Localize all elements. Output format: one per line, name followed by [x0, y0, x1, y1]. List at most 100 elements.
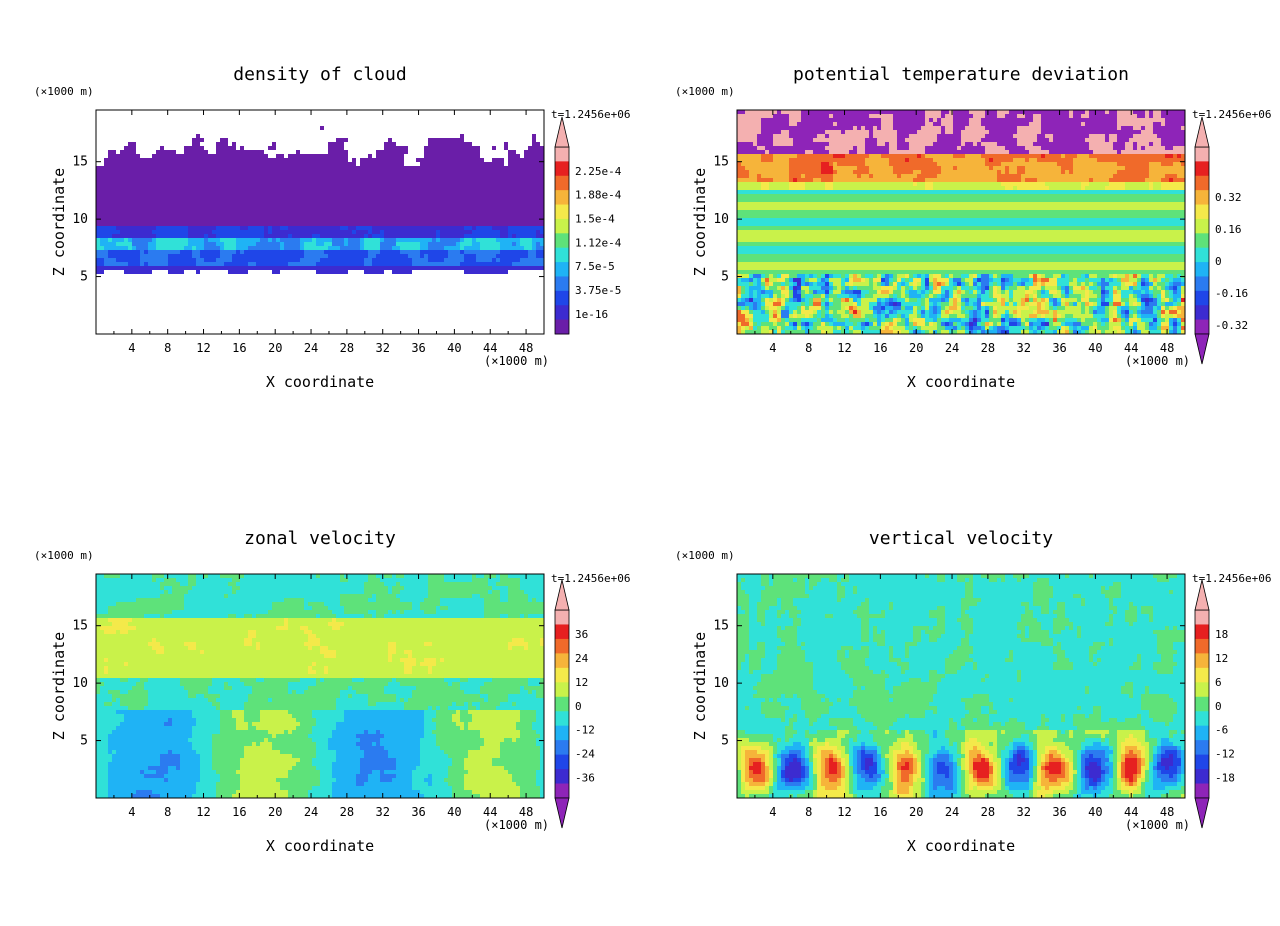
- heatmap-cell: [472, 274, 477, 279]
- heatmap-cell: [372, 146, 377, 151]
- heatmap-cell: [224, 130, 229, 135]
- heatmap-cell: [304, 226, 309, 231]
- heatmap-cell: [372, 182, 377, 187]
- heatmap-cell: [188, 270, 193, 275]
- heatmap-cell: [128, 122, 133, 127]
- heatmap-cell: [324, 194, 329, 199]
- heatmap-cell: [356, 262, 361, 267]
- heatmap-cell: [488, 154, 493, 159]
- heatmap-cell: [240, 230, 245, 235]
- heatmap-cell: [128, 190, 133, 195]
- heatmap-cell: [328, 186, 333, 191]
- heatmap-cell: [148, 202, 153, 207]
- heatmap-cell: [204, 126, 209, 131]
- heatmap-cell: [156, 266, 161, 271]
- heatmap-cell: [144, 146, 149, 151]
- heatmap-cell: [400, 222, 405, 227]
- heatmap-cell: [460, 246, 465, 251]
- heatmap-cell: [96, 194, 101, 199]
- heatmap-cell: [456, 186, 461, 191]
- heatmap-cell: [184, 238, 189, 243]
- heatmap-cell: [400, 190, 405, 195]
- heatmap-cell: [476, 242, 481, 247]
- heatmap-cell: [356, 158, 361, 163]
- heatmap-cell: [112, 170, 117, 175]
- heatmap-cell: [480, 262, 485, 267]
- heatmap-cell: [236, 282, 241, 287]
- heatmap-cell: [292, 238, 297, 243]
- heatmap-cell: [224, 114, 229, 119]
- heatmap-cell: [100, 158, 105, 163]
- heatmap-cell: [304, 270, 309, 275]
- heatmap-cell: [260, 214, 265, 219]
- heatmap-cell: [128, 238, 133, 243]
- heatmap-cell: [204, 218, 209, 223]
- heatmap-cell: [300, 234, 305, 239]
- heatmap-cell: [204, 234, 209, 239]
- heatmap-cell: [312, 206, 317, 211]
- heatmap-cell: [228, 162, 233, 167]
- heatmap-cell: [276, 162, 281, 167]
- heatmap-cell: [216, 138, 221, 143]
- heatmap-cell: [436, 174, 441, 179]
- heatmap-cell: [252, 190, 257, 195]
- heatmap-cell: [356, 242, 361, 247]
- heatmap-cell: [532, 198, 537, 203]
- heatmap-cell: [348, 226, 353, 231]
- heatmap-cell: [100, 278, 105, 283]
- heatmap-cell: [372, 222, 377, 227]
- heatmap-cell: [292, 122, 297, 127]
- heatmap-cell: [220, 154, 225, 159]
- heatmap-cell: [212, 170, 217, 175]
- heatmap-cell: [108, 238, 113, 243]
- heatmap-cell: [100, 126, 105, 131]
- heatmap-cell: [436, 266, 441, 271]
- heatmap-cell: [476, 226, 481, 231]
- heatmap-cell: [464, 278, 469, 283]
- heatmap-cell: [212, 110, 217, 115]
- heatmap-cell: [308, 250, 313, 255]
- heatmap-cell: [332, 130, 337, 135]
- heatmap-cell: [488, 114, 493, 119]
- heatmap-cell: [124, 174, 129, 179]
- heatmap-cell: [468, 118, 473, 123]
- heatmap-cell: [508, 274, 513, 279]
- heatmap-cell: [480, 202, 485, 207]
- heatmap-cell: [532, 242, 537, 247]
- heatmap-cell: [276, 186, 281, 191]
- heatmap-cell: [368, 278, 373, 283]
- heatmap-cell: [100, 154, 105, 159]
- heatmap-cell: [240, 274, 245, 279]
- heatmap-cell: [100, 194, 105, 199]
- heatmap-cell: [200, 162, 205, 167]
- heatmap-cell: [252, 150, 257, 155]
- heatmap-cell: [264, 254, 269, 259]
- heatmap-cell: [536, 234, 541, 239]
- heatmap-cell: [112, 274, 117, 279]
- heatmap-cell: [244, 110, 249, 115]
- heatmap-cell: [296, 158, 301, 163]
- heatmap-cell: [132, 266, 137, 271]
- heatmap-cell: [324, 178, 329, 183]
- heatmap-cell: [112, 234, 117, 239]
- heatmap-cell: [228, 282, 233, 287]
- heatmap-cell: [184, 178, 189, 183]
- heatmap-cell: [224, 170, 229, 175]
- heatmap-cell: [316, 146, 321, 151]
- heatmap-cell: [152, 186, 157, 191]
- heatmap-cell: [496, 162, 501, 167]
- heatmap-cell: [112, 282, 117, 287]
- heatmap-cell: [364, 250, 369, 255]
- heatmap-cell: [164, 194, 169, 199]
- heatmap-cell: [124, 182, 129, 187]
- heatmap-cell: [148, 282, 153, 287]
- heatmap-cell: [276, 254, 281, 259]
- heatmap-cell: [264, 178, 269, 183]
- heatmap-cell: [156, 222, 161, 227]
- heatmap-cell: [444, 206, 449, 211]
- heatmap-cell: [528, 266, 533, 271]
- heatmap-cell: [328, 246, 333, 251]
- heatmap-cell: [312, 122, 317, 127]
- heatmap-cell: [172, 262, 177, 267]
- heatmap-cell: [176, 262, 181, 267]
